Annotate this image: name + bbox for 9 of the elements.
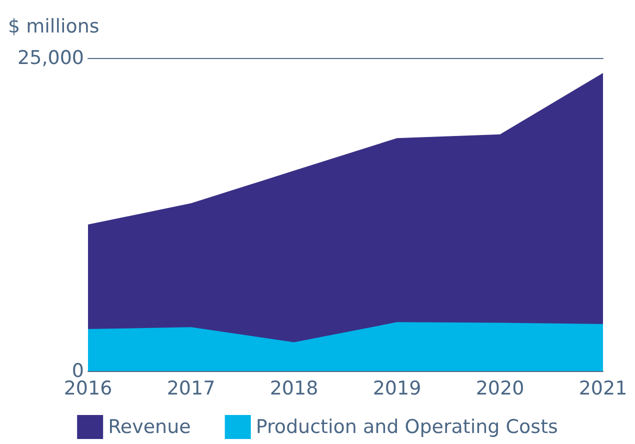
x-tick-label: 2021 <box>578 378 628 400</box>
x-tick-label: 2018 <box>270 378 318 400</box>
x-tick-label: 2020 <box>476 378 524 400</box>
legend-label: Production and Operating Costs <box>256 416 558 438</box>
y-tick-label: 25,000 <box>18 47 84 69</box>
y-axis-title: $ millions <box>8 16 100 38</box>
x-tick-label: 2017 <box>166 378 216 400</box>
x-tick-label: 2019 <box>372 378 422 400</box>
legend-label: Revenue <box>108 416 191 438</box>
